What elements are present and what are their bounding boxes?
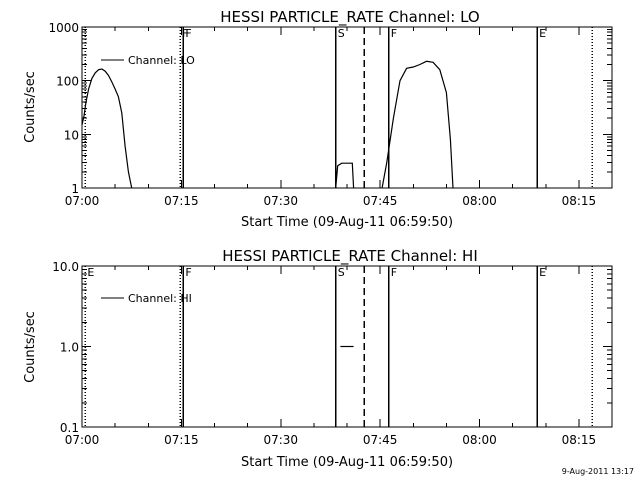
footer-timestamp: 9-Aug-2011 13:17 [562,467,634,476]
hi-axis-ticks: 07:0007:1507:3007:4508:0008:1508:300.11.… [52,260,613,447]
lo-data-series [81,60,454,189]
event-marker-label: S [338,27,345,40]
lo-plot-frame [81,26,613,189]
y-tick-label: 0.1 [60,421,79,435]
y-tick-label: 100 [56,75,79,89]
event-marker-label: S [338,266,345,279]
x-tick-label: 07:30 [263,433,298,447]
x-tick-label: 07:00 [65,433,100,447]
lo-x-axis-label: Start Time (09-Aug-11 06:59:50) [241,215,453,230]
hi-legend-label: Channel: HI [128,292,192,305]
y-tick-label: 1 [71,182,79,196]
event-marker-label: E [87,266,94,279]
hi-channel-panel: HESSI PARTICLE_RATE Channel: HI Counts/s… [23,247,613,470]
lo-legend-label: Channel: LO [128,54,195,67]
y-tick-label: 1000 [48,21,79,35]
y-tick-label: 1.0 [60,341,79,355]
event-marker-label: F [185,266,191,279]
x-tick-label: 08:00 [462,194,497,208]
series-line [81,68,133,189]
hi-chart-title: HESSI PARTICLE_RATE Channel: HI [222,247,478,266]
lo-chart-title: HESSI PARTICLE_RATE Channel: LO [220,8,479,27]
x-tick-label: 07:00 [65,194,100,208]
event-marker-label: F [182,27,188,40]
series-line [335,162,355,189]
x-tick-label: 07:15 [164,194,199,208]
x-tick-label: 07:30 [263,194,298,208]
event-marker-label: F [391,266,397,279]
event-marker-label: F [185,27,191,40]
x-tick-label: 08:15 [562,194,597,208]
hi-y-axis-label: Counts/sec [23,311,38,383]
hi-x-axis-label: Start Time (09-Aug-11 06:59:50) [241,455,453,470]
y-tick-label: 10 [64,128,79,142]
event-marker-label: E [539,266,546,279]
lo-event-markers: FF S F E [84,27,593,188]
event-marker-label: E [539,27,546,40]
x-tick-label: 08:00 [462,433,497,447]
lo-axis-ticks: 07:0007:1507:3007:4508:0008:1508:3011010… [48,21,613,208]
x-tick-label: 07:45 [363,433,398,447]
event-marker-label: F [391,27,397,40]
x-tick-label: 07:45 [363,194,398,208]
x-tick-label: 07:15 [164,433,199,447]
y-tick-label: 10.0 [52,260,79,274]
lo-channel-panel: HESSI PARTICLE_RATE Channel: LO Counts/s… [23,8,613,230]
lo-y-axis-label: Counts/sec [23,71,38,143]
series-line [381,60,454,189]
x-tick-label: 08:15 [562,433,597,447]
